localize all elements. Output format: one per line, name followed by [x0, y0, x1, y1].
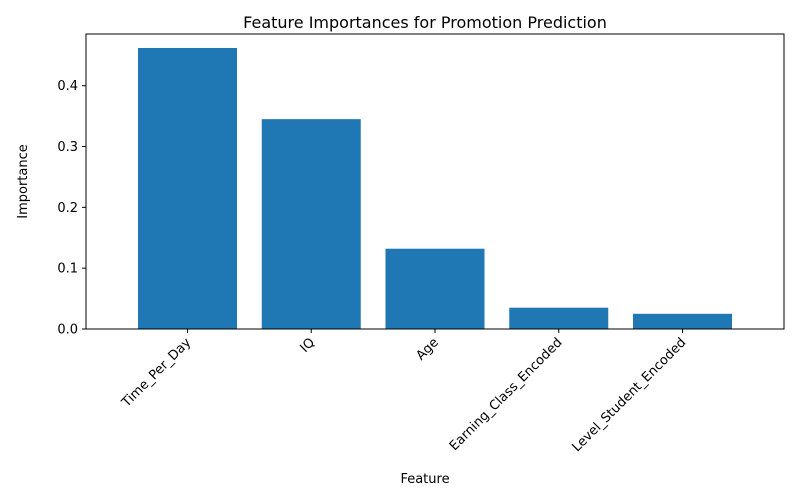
plot-frame	[85, 33, 785, 330]
x-tick-label: Age	[413, 335, 441, 363]
y-axis-label: Importance	[16, 144, 31, 219]
chart-title: Feature Importances for Promotion Predic…	[243, 13, 607, 32]
y-axis: 0.0 0.1 0.2 0.3 0.4	[57, 79, 86, 338]
bar-earning-class-encoded	[509, 307, 609, 329]
x-tick-label: Time_Per_Day	[119, 335, 195, 411]
bar-age	[385, 248, 485, 329]
bar-level-student-encoded	[633, 313, 733, 329]
x-axis-label: Feature	[400, 472, 449, 487]
bar-time-per-day	[137, 47, 237, 330]
y-tick-label: 0.1	[57, 262, 78, 277]
y-tick-label: 0.0	[57, 323, 78, 338]
bar-iq	[261, 119, 361, 330]
y-tick-label: 0.3	[57, 140, 78, 155]
x-axis: Time_Per_Day IQ Age Earning_Class_Encoded Le…	[119, 329, 689, 455]
bars-group	[137, 47, 733, 330]
x-tick-label: IQ	[298, 335, 319, 356]
x-tick-label: Earning_Class_Encoded	[447, 335, 566, 454]
x-tick-label: Level_Student_Encoded	[569, 335, 689, 455]
y-tick-label: 0.4	[57, 79, 78, 94]
y-tick-label: 0.2	[57, 201, 78, 216]
